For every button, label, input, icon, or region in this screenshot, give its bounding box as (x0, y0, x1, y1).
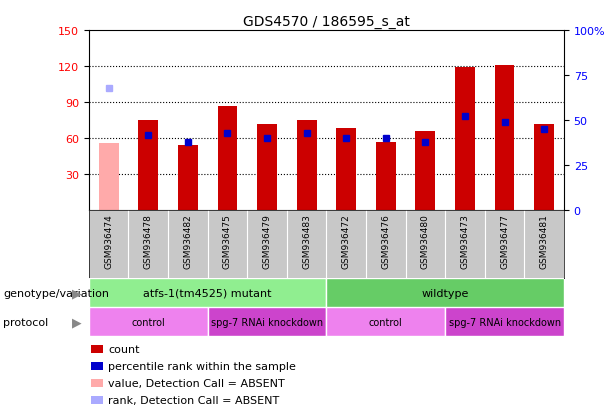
Text: GSM936482: GSM936482 (183, 214, 192, 268)
Text: control: control (369, 317, 403, 327)
Text: ▶: ▶ (72, 316, 82, 329)
Bar (535, 124, 554, 211)
Bar (445, 308, 564, 337)
Bar (91, 396, 103, 404)
Bar (327, 279, 564, 308)
Text: GSM936483: GSM936483 (302, 214, 311, 269)
Text: value, Detection Call = ABSENT: value, Detection Call = ABSENT (108, 378, 284, 388)
Bar (257, 124, 277, 211)
Text: spg-7 RNAi knockdown: spg-7 RNAi knockdown (211, 317, 323, 327)
Text: GSM936473: GSM936473 (460, 214, 470, 269)
Text: count: count (108, 344, 139, 354)
Bar (91, 379, 103, 387)
Bar (218, 107, 237, 211)
Text: spg-7 RNAi knockdown: spg-7 RNAi knockdown (449, 317, 561, 327)
Text: wildtype: wildtype (422, 288, 469, 298)
Bar (139, 121, 158, 211)
Text: GSM936476: GSM936476 (381, 214, 390, 269)
Text: genotype/variation: genotype/variation (3, 288, 109, 298)
Text: GSM936480: GSM936480 (421, 214, 430, 269)
Bar (376, 142, 396, 211)
Text: GSM936472: GSM936472 (341, 214, 351, 268)
Bar (91, 345, 103, 354)
Bar (91, 362, 103, 370)
Bar (297, 121, 316, 211)
Bar (337, 129, 356, 211)
Text: percentile rank within the sample: percentile rank within the sample (108, 361, 295, 371)
Bar (89, 308, 208, 337)
Text: GSM936477: GSM936477 (500, 214, 509, 269)
Text: GSM936478: GSM936478 (144, 214, 153, 269)
Text: ▶: ▶ (72, 287, 82, 300)
Bar (99, 144, 118, 211)
Text: GSM936474: GSM936474 (104, 214, 113, 268)
Bar (495, 66, 514, 211)
Bar (327, 308, 445, 337)
Text: rank, Detection Call = ABSENT: rank, Detection Call = ABSENT (108, 395, 279, 405)
Bar (455, 68, 475, 211)
Text: GSM936481: GSM936481 (539, 214, 549, 269)
Bar (208, 308, 327, 337)
Text: GSM936475: GSM936475 (223, 214, 232, 269)
Text: atfs-1(tm4525) mutant: atfs-1(tm4525) mutant (143, 288, 272, 298)
Bar (178, 146, 198, 211)
Text: protocol: protocol (3, 317, 48, 327)
Bar (416, 132, 435, 211)
Bar (89, 279, 327, 308)
Text: control: control (131, 317, 165, 327)
Text: GSM936479: GSM936479 (262, 214, 272, 269)
Title: GDS4570 / 186595_s_at: GDS4570 / 186595_s_at (243, 14, 410, 28)
